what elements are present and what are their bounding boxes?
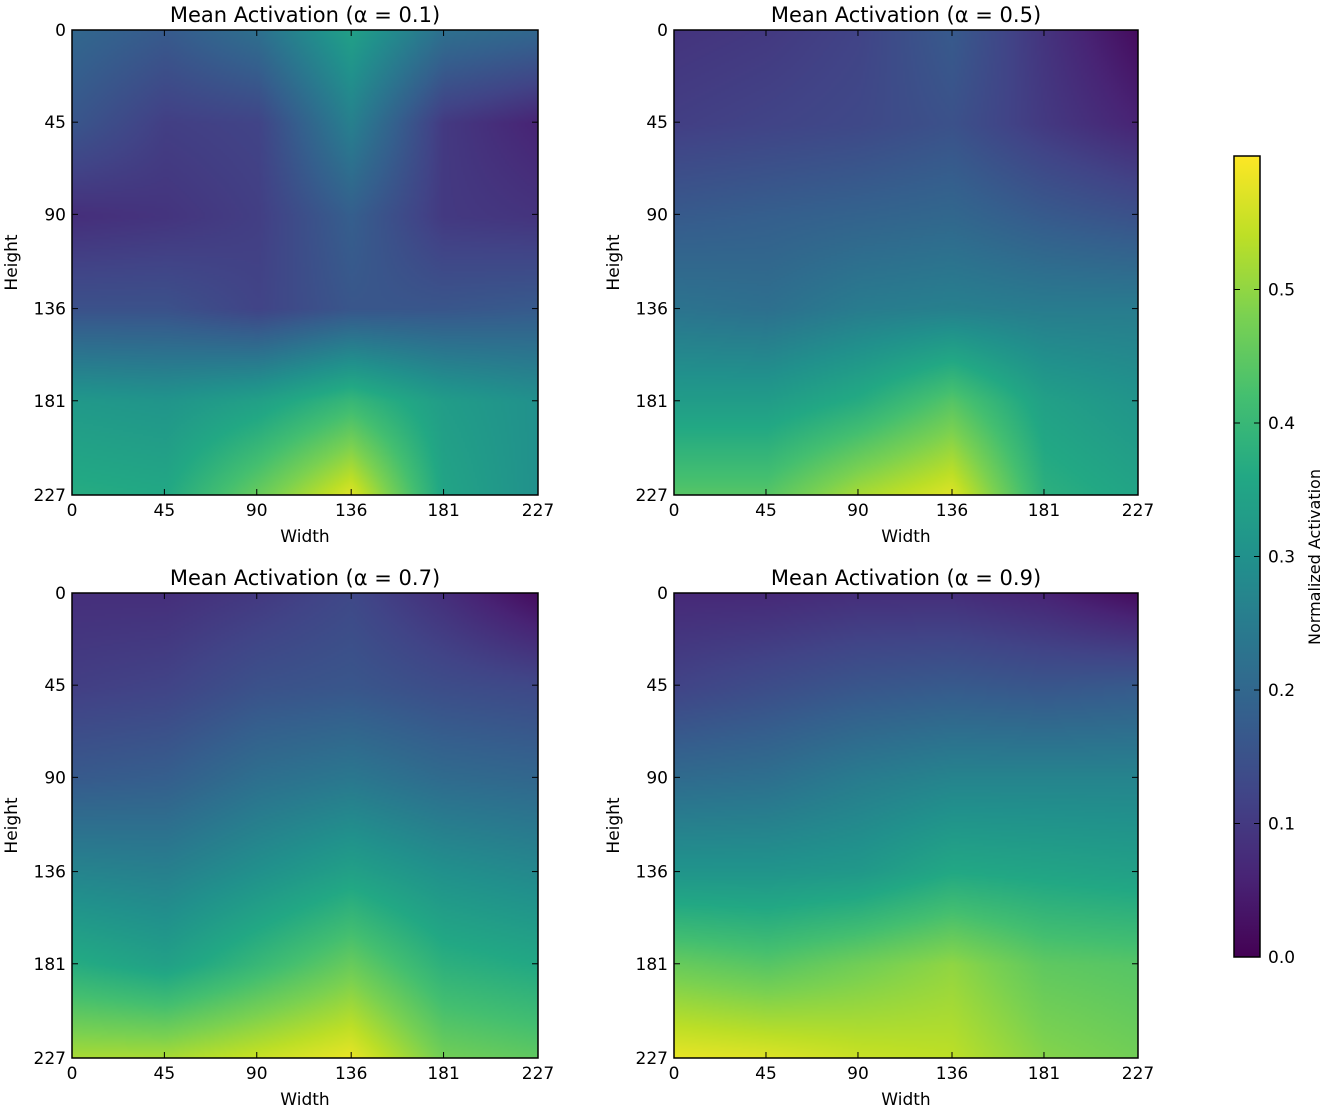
y-tick-label: 0	[657, 584, 668, 604]
colorbar-tick-label: 0.0	[1268, 948, 1295, 968]
y-tick-label: 227	[34, 486, 66, 506]
x-tick-label: 0	[669, 1064, 680, 1084]
x-axis-label: Width	[280, 1090, 329, 1110]
x-tick-label: 181	[427, 1064, 459, 1084]
y-tick-label: 181	[636, 955, 668, 975]
colorbar-tick-label: 0.3	[1268, 548, 1295, 568]
heatmap-image	[674, 593, 1138, 1058]
x-tick-label: 136	[936, 1064, 968, 1084]
y-tick-label: 45	[646, 113, 668, 133]
y-tick-label: 45	[646, 676, 668, 696]
x-tick-label: 45	[154, 1064, 176, 1084]
colorbar-tick-label: 0.4	[1268, 414, 1295, 434]
y-tick-label: 136	[34, 863, 66, 883]
panels-layer: Mean Activation (α = 0.1)0 45 90 136 181 2270…	[2, 3, 1154, 1110]
heatmap-panel-4: Mean Activation (α = 0.9)0 45 90 136 181 2270…	[604, 566, 1154, 1110]
y-tick-label: 45	[44, 676, 66, 696]
panel-title: Mean Activation (α = 0.1)	[170, 3, 440, 27]
y-tick-label: 227	[636, 1049, 668, 1069]
x-tick-label: 181	[1028, 1064, 1060, 1084]
colorbar-tick-label: 0.2	[1268, 681, 1295, 701]
x-tick-label: 90	[847, 501, 869, 521]
x-tick-label: 90	[246, 1064, 268, 1084]
plot-frame	[673, 592, 1139, 1059]
y-tick-label: 181	[34, 392, 66, 412]
y-tick-label: 181	[636, 392, 668, 412]
y-tick-label: 136	[636, 863, 668, 883]
x-tick-label: 45	[755, 1064, 777, 1084]
x-tick-label: 0	[67, 1064, 78, 1084]
colorbar-tick-label: 0.1	[1268, 815, 1295, 835]
x-tick-label: 0	[669, 501, 680, 521]
y-tick-label: 0	[55, 584, 66, 604]
x-tick-label: 136	[936, 501, 968, 521]
x-tick-label: 227	[522, 501, 554, 521]
y-axis-label: Height	[604, 797, 624, 854]
plot-frame	[673, 29, 1139, 496]
y-tick-label: 0	[55, 21, 66, 41]
x-tick-label: 136	[335, 501, 367, 521]
colorbar: Normalized Activation 0.0 0.1 0.2 0.3 0.4 0.5	[1233, 155, 1324, 968]
y-axis-label: Height	[2, 797, 22, 854]
heatmap-panel-1: Mean Activation (α = 0.1)0 45 90 136 181 2270…	[2, 3, 554, 547]
x-axis-label: Width	[881, 527, 930, 547]
y-tick-label: 90	[44, 768, 66, 788]
y-tick-label: 90	[646, 768, 668, 788]
x-tick-label: 45	[154, 501, 176, 521]
x-tick-label: 45	[755, 501, 777, 521]
heatmap-image	[72, 30, 538, 495]
y-tick-label: 181	[34, 955, 66, 975]
heatmap-image	[72, 593, 538, 1058]
plot-frame	[71, 29, 539, 496]
x-tick-label: 0	[67, 501, 78, 521]
x-tick-label: 181	[427, 501, 459, 521]
y-tick-label: 136	[636, 300, 668, 320]
heatmap-image	[674, 30, 1138, 495]
y-axis-label: Height	[604, 234, 624, 291]
x-tick-label: 227	[1122, 501, 1154, 521]
y-tick-label: 227	[34, 1049, 66, 1069]
x-tick-label: 90	[847, 1064, 869, 1084]
x-axis-label: Width	[881, 1090, 930, 1110]
x-tick-label: 136	[335, 1064, 367, 1084]
colorbar-label: Normalized Activation	[1305, 469, 1324, 645]
plot-frame	[71, 592, 539, 1059]
panel-title: Mean Activation (α = 0.9)	[771, 566, 1041, 590]
heatmap-panel-3: Mean Activation (α = 0.7)0 45 90 136 181 2270…	[2, 566, 554, 1110]
x-axis-label: Width	[280, 527, 329, 547]
x-tick-label: 227	[1122, 1064, 1154, 1084]
heatmap-panel-2: Mean Activation (α = 0.5)0 45 90 136 181 2270…	[604, 3, 1154, 547]
colorbar-tick-label: 0.5	[1268, 281, 1295, 301]
panel-title: Mean Activation (α = 0.7)	[170, 566, 440, 590]
y-tick-label: 90	[44, 205, 66, 225]
y-tick-label: 227	[636, 486, 668, 506]
x-tick-label: 90	[246, 501, 268, 521]
y-tick-label: 90	[646, 205, 668, 225]
y-tick-label: 136	[34, 300, 66, 320]
y-tick-label: 0	[657, 21, 668, 41]
panel-title: Mean Activation (α = 0.5)	[771, 3, 1041, 27]
y-axis-label: Height	[2, 234, 22, 291]
x-tick-label: 181	[1028, 501, 1060, 521]
x-tick-label: 227	[522, 1064, 554, 1084]
y-tick-label: 45	[44, 113, 66, 133]
